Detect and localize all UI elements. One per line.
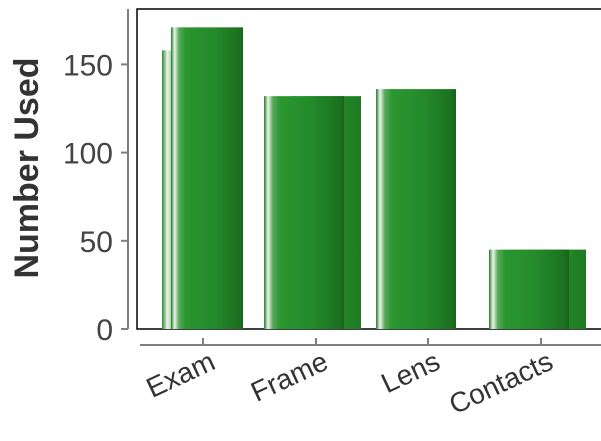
bars: [162, 27, 586, 330]
bar-front-exam: [171, 27, 243, 330]
plot-frame: [136, 8, 601, 330]
bar-front-frame: [264, 96, 344, 329]
x-tick-label: Frame: [246, 345, 332, 407]
x-tick-label: Contacts: [444, 345, 557, 420]
y-tick-label: 150: [63, 49, 113, 82]
x-tick-label: Lens: [376, 345, 444, 399]
x-axis-ticks: Exam Frame Lens Contacts: [142, 338, 558, 420]
y-axis-ticks: 0 50 100 150: [63, 49, 128, 347]
x-tick-label: Exam: [142, 345, 220, 403]
y-tick-label: 100: [63, 138, 113, 171]
y-tick-label: 50: [80, 226, 113, 259]
y-axis-title: Number Used: [8, 57, 46, 278]
y-tick-label: 0: [96, 314, 113, 347]
bar-front-lens: [376, 89, 456, 329]
bar-front-contacts: [489, 249, 569, 329]
